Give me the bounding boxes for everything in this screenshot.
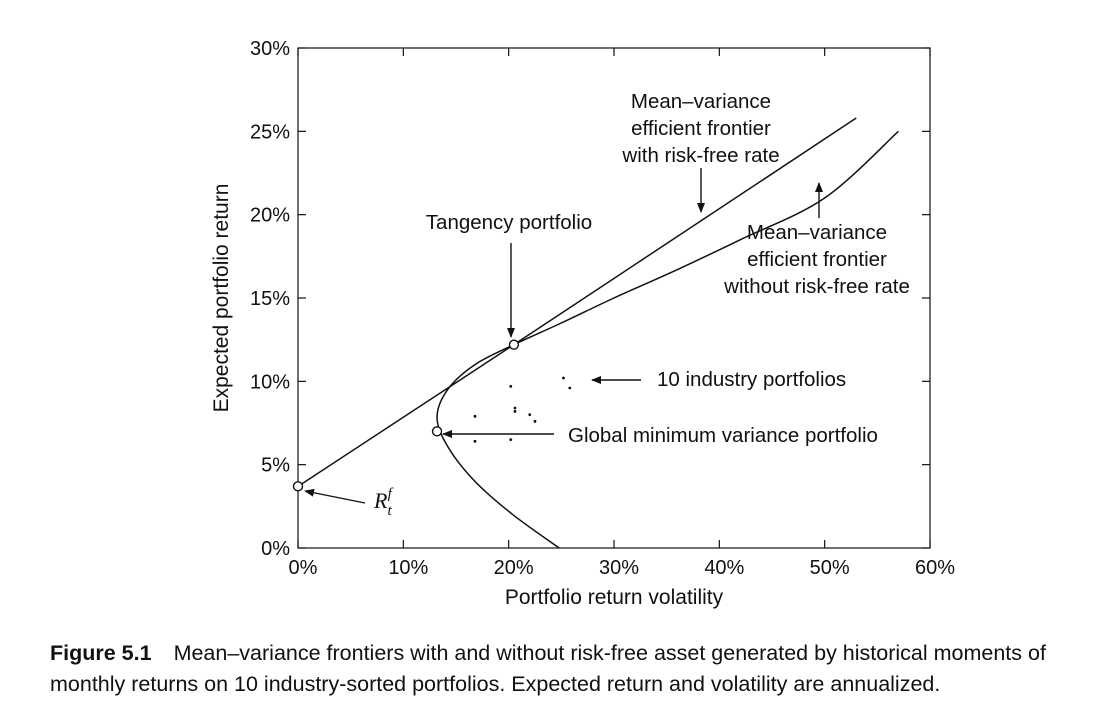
rf-subscript: t — [387, 503, 392, 519]
frontier-curves — [297, 117, 899, 549]
rf-marker — [292, 481, 304, 492]
portfolio-markers — [292, 339, 520, 492]
caption-text: Mean–variance frontiers with and without… — [50, 641, 1046, 696]
industry-portfolio-point — [473, 414, 477, 418]
industry-portfolio-point — [528, 413, 532, 417]
rf-symbol: R — [373, 488, 388, 513]
gmv-label: Global minimum variance portfolio — [568, 424, 878, 447]
with-rf-label-line2: efficient frontier — [631, 117, 771, 140]
x-tick-label: 50% — [810, 557, 850, 579]
rf-superscript: f — [388, 486, 394, 502]
industry-portfolio-point — [562, 376, 565, 380]
y-tick-label: 5% — [261, 455, 290, 477]
without-rf-label-line2: efficient frontier — [747, 248, 887, 271]
x-tick-label: 0% — [289, 557, 318, 579]
without-rf-label-line1: Mean–variance — [747, 221, 887, 244]
industry-portfolio-point — [568, 386, 572, 390]
rf-label: Rtf — [373, 486, 394, 519]
with-rf-label-line1: Mean–variance — [631, 90, 771, 113]
x-tick-label: 40% — [704, 557, 744, 579]
tangency-portfolio-marker — [508, 339, 520, 350]
y-tick-label: 20% — [250, 205, 290, 227]
y-tick-label: 15% — [250, 288, 290, 310]
x-tick-label: 20% — [494, 557, 534, 579]
industry-portfolio-point — [513, 409, 517, 413]
rf-arrow — [304, 488, 366, 504]
y-tick-label: 10% — [250, 371, 290, 393]
axes: 0% 5% 10% 15% 20% 25% 30% 0% 10% 20% 30% 40% 50% 60% — [250, 38, 955, 579]
industry-label: 10 industry portfolios — [657, 368, 846, 391]
x-tick-label: 60% — [915, 557, 955, 579]
y-axis-label: Expected portfolio return — [210, 184, 233, 413]
without-rf-label-line3: without risk-free rate — [723, 275, 910, 298]
y-tick-label: 25% — [250, 121, 290, 143]
tangency-label: Tangency portfolio — [426, 211, 592, 234]
y-tick-label: 0% — [261, 538, 290, 560]
figure-label: Figure 5.1 — [50, 641, 152, 665]
industry-portfolio-point — [473, 439, 477, 443]
chart: 0%5%10%15%20%25%30%0% 10% 20% 30% 40% 50% 60% … — [210, 38, 955, 609]
figure-caption: Figure 5.1 Mean–variance frontiers with a… — [50, 638, 1120, 700]
y-tick-label: 30% — [250, 38, 290, 60]
global-minimum-variance-portfolio-marker — [431, 426, 443, 437]
industry-portfolio-point — [509, 438, 513, 442]
x-tick-label: 10% — [388, 557, 428, 579]
x-axis-label: Portfolio return volatility — [505, 586, 724, 609]
frontier-without-risk-free-curve — [436, 130, 899, 549]
industry-portfolio-point — [513, 406, 517, 410]
with-rf-label-line3: with risk-free rate — [621, 144, 779, 167]
x-tick-label: 30% — [599, 557, 639, 579]
industry-portfolio-point — [509, 384, 513, 388]
industry-portfolio-point — [533, 419, 537, 423]
industry-portfolio-dots — [473, 376, 572, 443]
